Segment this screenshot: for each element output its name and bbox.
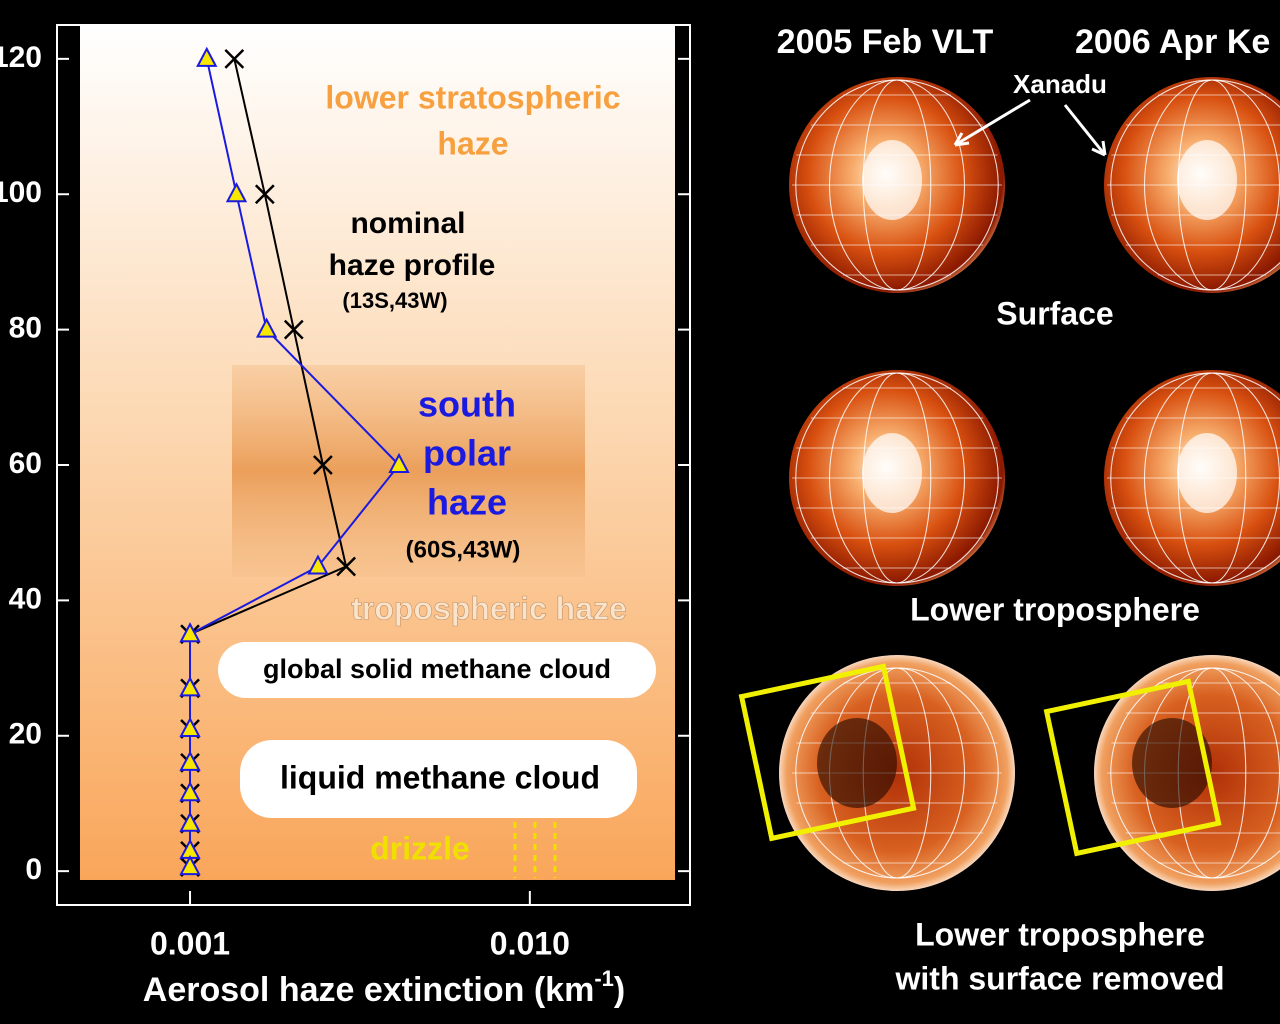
y-tick-label: 0 xyxy=(25,853,42,886)
liquid-cloud xyxy=(240,740,637,818)
marker xyxy=(179,781,201,802)
globe xyxy=(789,370,1005,586)
highlight-box xyxy=(1043,678,1222,857)
annotation: drizzle xyxy=(370,830,470,866)
globe-meridian xyxy=(795,667,999,879)
x-axis-label-text: Aerosol haze extinction (km xyxy=(143,971,595,1009)
annotation: lower stratospheric xyxy=(325,79,620,115)
column-title: 2005 Feb VLT xyxy=(777,23,994,61)
y-tick-label: 60 xyxy=(9,447,42,480)
column-title: 2006 Apr Ke xyxy=(1075,23,1270,61)
annotation: haze xyxy=(437,125,508,161)
marker xyxy=(388,452,410,473)
row-label: Lower troposphere xyxy=(910,591,1200,627)
highlight-box xyxy=(738,663,917,842)
bright-region xyxy=(862,433,922,513)
drizzle-lines xyxy=(513,822,557,878)
x-axis-label: Aerosol haze extinction (km-1) xyxy=(143,966,625,1009)
marker xyxy=(179,716,201,737)
y-tick-label: 20 xyxy=(9,718,42,751)
globe-meridian xyxy=(1110,79,1280,291)
dark-region xyxy=(1132,718,1212,808)
marker xyxy=(179,622,201,643)
annotation: polar xyxy=(423,433,511,474)
y-tick-label: 40 xyxy=(9,582,42,615)
y-tick-label: 100 xyxy=(0,176,42,209)
marker xyxy=(179,811,201,832)
marker xyxy=(179,676,201,697)
marker xyxy=(312,455,333,475)
annotation: haze profile xyxy=(329,249,496,282)
row-label: Lower troposphere xyxy=(915,916,1205,952)
dark-region xyxy=(817,718,897,808)
bright-region xyxy=(1177,433,1237,513)
arrow xyxy=(953,98,1031,147)
x-axis-label-suffix: ) xyxy=(614,971,625,1009)
annotation: tropospheric haze xyxy=(351,590,627,626)
annotation: nominal xyxy=(350,207,465,240)
annotation: (60S,43W) xyxy=(406,536,521,563)
globe xyxy=(789,77,1005,293)
bright-region xyxy=(1177,140,1237,220)
marker xyxy=(283,319,304,340)
marker xyxy=(179,854,201,876)
marker xyxy=(307,554,329,575)
marker xyxy=(336,556,357,577)
marker xyxy=(225,182,248,203)
bright-region xyxy=(862,140,922,220)
globe-meridian xyxy=(1110,667,1280,879)
annotation: liquid methane cloud xyxy=(280,759,600,795)
feature-label: Xanadu xyxy=(1013,69,1107,99)
annotation: haze xyxy=(427,482,507,523)
globe-meridian xyxy=(795,372,999,584)
row-label: with surface removed xyxy=(895,960,1225,996)
marker xyxy=(254,184,275,205)
x-axis-label-superscript: -1 xyxy=(594,966,614,991)
globe xyxy=(1094,655,1280,891)
globe-meridian xyxy=(1110,372,1280,584)
annotation: (13S,43W) xyxy=(342,288,447,313)
y-tick-label: 120 xyxy=(0,41,42,74)
marker xyxy=(255,317,278,338)
annotation: south xyxy=(418,384,516,425)
globe xyxy=(779,655,1015,891)
marker xyxy=(179,750,201,771)
globe xyxy=(1104,77,1280,293)
y-tick-label: 80 xyxy=(9,312,42,345)
globe xyxy=(1104,370,1280,586)
annotation: global solid methane cloud xyxy=(263,654,611,684)
row-label: Surface xyxy=(996,295,1113,331)
arrow xyxy=(1063,104,1107,157)
marker xyxy=(224,48,245,69)
globe-meridian xyxy=(795,79,999,291)
solid-cloud xyxy=(218,642,656,698)
x-tick-label: 0.001 xyxy=(150,925,230,961)
marker xyxy=(196,46,218,67)
x-tick-label: 0.010 xyxy=(490,925,570,961)
